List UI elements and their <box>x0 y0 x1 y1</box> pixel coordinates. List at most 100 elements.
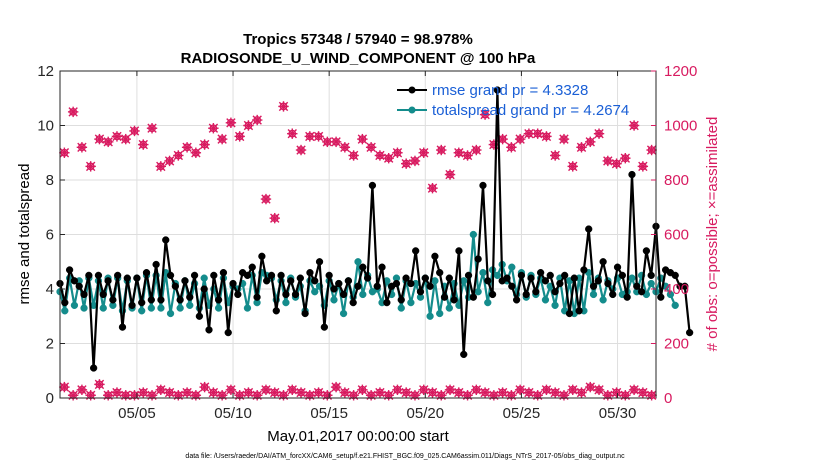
series-point-rmse <box>75 282 83 290</box>
obs-assimilated-marker <box>313 387 324 398</box>
obs-assimilated-marker <box>567 384 578 396</box>
series-point-totalspread <box>147 304 155 312</box>
y-right-tick-label: 200 <box>664 336 689 353</box>
obs-assimilated-marker <box>602 390 613 401</box>
y-right-tick-label: 1200 <box>664 63 697 80</box>
series-point-rmse <box>104 277 112 285</box>
obs-assimilated-marker <box>506 390 517 401</box>
series-point-rmse <box>99 290 107 299</box>
series-point-rmse <box>445 274 453 282</box>
y-left-tick-label: 8 <box>46 172 54 189</box>
series-point-rmse <box>522 290 530 299</box>
series-point-rmse <box>133 274 141 282</box>
obs-assimilated-marker <box>155 384 166 396</box>
series-point-totalspread <box>479 269 487 277</box>
obs-possible-marker <box>427 182 438 194</box>
chart-title-line1: Tropics 57348 / 57940 = 98.978% <box>243 31 473 48</box>
series-point-rmse <box>613 263 622 271</box>
series-point-rmse <box>503 274 511 282</box>
obs-possible-marker <box>225 117 237 128</box>
obs-possible-marker <box>506 142 517 153</box>
series-point-rmse <box>258 252 266 260</box>
series-point-rmse <box>287 277 295 285</box>
series-point-rmse <box>195 312 204 320</box>
series-point-rmse <box>229 279 237 288</box>
obs-possible-marker <box>488 139 500 150</box>
x-tick-label: 05/30 <box>599 405 637 422</box>
series-point-rmse <box>301 309 309 318</box>
obs-possible-marker <box>208 123 219 134</box>
series-point-rmse <box>623 293 631 301</box>
y-left-tick-label: 6 <box>46 227 54 244</box>
series-point-rmse <box>474 255 482 263</box>
series-point-rmse <box>291 290 300 299</box>
series-point-rmse <box>484 277 492 285</box>
obs-assimilated-marker <box>409 390 421 401</box>
series-point-rmse <box>344 277 353 285</box>
obs-possible-marker <box>620 153 631 164</box>
obs-assimilated-marker <box>488 390 500 401</box>
obs-assimilated-marker <box>357 384 368 396</box>
series-point-rmse <box>234 290 242 299</box>
series-point-totalspread <box>469 230 478 239</box>
series-point-rmse <box>450 296 458 304</box>
obs-assimilated-marker <box>348 390 359 401</box>
series-point-rmse <box>541 277 550 285</box>
series-point-rmse <box>171 282 180 290</box>
series-point-rmse <box>354 282 362 290</box>
y-right-tick-label: 0 <box>664 390 672 407</box>
series-point-totalspread <box>80 304 88 312</box>
series-point-totalspread <box>436 309 444 318</box>
series-point-rmse <box>166 271 175 280</box>
legend-rmse-label: rmse grand pr = 4.3328 <box>432 82 588 99</box>
series-point-rmse <box>464 271 473 280</box>
series-point-rmse <box>138 298 146 307</box>
series-point-rmse <box>186 293 194 301</box>
obs-assimilated-marker <box>339 387 351 398</box>
obs-possible-marker <box>593 128 605 139</box>
series-point-rmse <box>296 274 304 282</box>
series-point-rmse <box>392 279 401 288</box>
series-point-rmse <box>642 247 651 255</box>
series-point-rmse <box>517 271 526 280</box>
y-right-tick-label: 1000 <box>664 118 697 135</box>
series-point-rmse <box>681 282 689 290</box>
obs-assimilated-marker <box>287 384 298 396</box>
obs-assimilated-marker <box>462 390 473 401</box>
series-point-totalspread <box>214 304 223 312</box>
series-point-totalspread <box>671 301 679 310</box>
obs-assimilated-marker <box>190 390 202 401</box>
series-point-rmse <box>152 260 160 269</box>
series-point-rmse <box>325 271 333 280</box>
series-point-rmse <box>128 301 136 310</box>
obs-possible-marker <box>146 123 158 134</box>
obs-possible-marker <box>471 144 482 156</box>
obs-possible-marker <box>611 158 622 169</box>
series-point-totalspread <box>186 301 194 310</box>
obs-assimilated-marker <box>523 387 535 398</box>
series-point-totalspread <box>407 298 415 307</box>
series-point-rmse <box>315 258 324 266</box>
obs-possible-marker <box>216 133 228 145</box>
series-point-totalspread <box>99 304 107 312</box>
obs-possible-marker <box>111 131 123 142</box>
obs-possible-marker <box>287 128 298 139</box>
series-point-totalspread <box>599 296 607 304</box>
series-point-totalspread <box>474 288 482 296</box>
series-point-rmse <box>633 282 641 290</box>
series-point-rmse <box>181 277 189 285</box>
series-point-rmse <box>407 279 415 288</box>
obs-assimilated-marker <box>436 390 447 401</box>
series-point-totalspread <box>647 279 655 288</box>
x-tick-label: 05/15 <box>310 405 348 422</box>
series-point-totalspread <box>200 274 208 282</box>
obs-assimilated-marker <box>67 390 79 401</box>
obs-assimilated-marker <box>541 384 552 396</box>
series-point-rmse <box>488 290 497 299</box>
series-point-totalspread <box>666 290 675 299</box>
legend-rmse-marker <box>408 86 416 94</box>
series-point-rmse <box>440 293 449 301</box>
obs-assimilated-marker <box>593 384 605 396</box>
obs-possible-marker <box>155 161 166 172</box>
series-line-rmse <box>58 89 691 370</box>
